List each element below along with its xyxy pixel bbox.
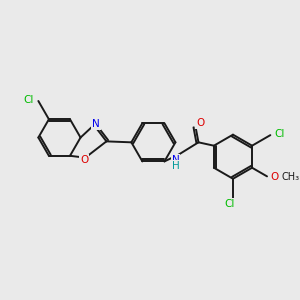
Text: Cl: Cl bbox=[23, 95, 34, 105]
Text: Cl: Cl bbox=[224, 199, 234, 209]
Text: O: O bbox=[80, 154, 88, 165]
Text: O: O bbox=[196, 118, 205, 128]
Text: CH₃: CH₃ bbox=[281, 172, 299, 182]
Text: O: O bbox=[270, 172, 278, 182]
Text: N: N bbox=[172, 154, 179, 165]
Text: H: H bbox=[172, 161, 179, 171]
Text: N: N bbox=[92, 119, 100, 129]
Text: Cl: Cl bbox=[274, 129, 284, 139]
